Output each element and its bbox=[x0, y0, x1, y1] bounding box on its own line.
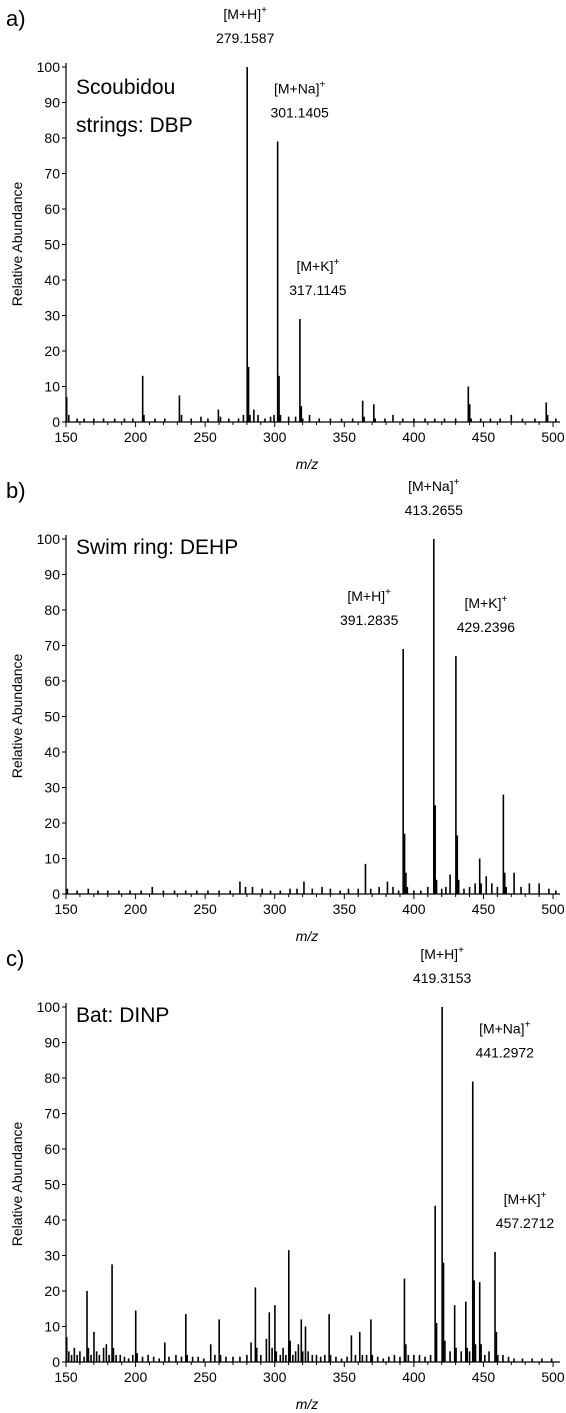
y-tick-label: 0 bbox=[52, 1354, 60, 1370]
x-tick-label: 450 bbox=[472, 901, 496, 917]
y-tick-label: 10 bbox=[44, 851, 60, 867]
x-tick-label: 500 bbox=[541, 429, 565, 445]
x-axis-title: m/z bbox=[296, 456, 319, 472]
peak-annotation-mz: 391.2835 bbox=[340, 612, 399, 628]
x-tick-label: 300 bbox=[263, 901, 287, 917]
y-tick-label: 40 bbox=[44, 1212, 60, 1228]
y-tick-label: 100 bbox=[37, 59, 61, 75]
peak-annotation-ion: [M+K]+ bbox=[465, 594, 508, 611]
peak-annotation-ion: [M+K]+ bbox=[297, 257, 340, 274]
y-tick-label: 0 bbox=[52, 414, 60, 430]
peak-annotation-mz: 441.2972 bbox=[476, 1045, 535, 1061]
y-tick-label: 50 bbox=[44, 237, 60, 253]
sample-label-line-1: Bat: DINP bbox=[76, 1004, 169, 1027]
y-tick-label: 80 bbox=[44, 602, 60, 618]
x-tick-label: 250 bbox=[193, 901, 217, 917]
x-tick-label: 500 bbox=[541, 1369, 565, 1385]
peak-annotation-ion: [M+Na]+ bbox=[479, 1020, 531, 1037]
peak-annotation-ion: [M+Na]+ bbox=[408, 477, 460, 494]
y-tick-label: 20 bbox=[44, 343, 60, 359]
panel-label: b) bbox=[6, 478, 26, 503]
annotation-layer: [M+H]+ 279.1587 [M+Na]+ 301.1405 [M+K]+ 317.1… bbox=[216, 5, 347, 298]
y-tick-label: 30 bbox=[44, 1248, 60, 1264]
y-tick-label: 70 bbox=[44, 638, 60, 654]
annotation-layer: [M+Na]+ 413.2655 [M+H]+ 391.2835 [M+K]+ 429.2… bbox=[340, 477, 515, 635]
y-tick-label: 10 bbox=[44, 1319, 60, 1335]
x-tick-label: 200 bbox=[124, 901, 148, 917]
x-tick-label: 150 bbox=[54, 901, 78, 917]
x-tick-label: 350 bbox=[333, 1369, 357, 1385]
x-tick-label: 250 bbox=[193, 1369, 217, 1385]
sample-label-line-1: Swim ring: DEHP bbox=[76, 536, 238, 559]
x-tick-label: 500 bbox=[541, 901, 565, 917]
x-tick-label: 450 bbox=[472, 1369, 496, 1385]
y-tick-label: 100 bbox=[37, 531, 61, 547]
spectrum-panel-a: a) Scoubidou strings: DBP Relative Abund… bbox=[6, 5, 565, 472]
x-axis-title: m/z bbox=[296, 1396, 319, 1412]
panel-label: c) bbox=[6, 946, 24, 971]
x-tick-label: 300 bbox=[263, 1369, 287, 1385]
peak-annotation-mz: 413.2655 bbox=[405, 502, 464, 518]
y-tick-label: 50 bbox=[44, 1177, 60, 1193]
x-tick-label: 400 bbox=[402, 429, 426, 445]
y-tick-label: 20 bbox=[44, 815, 60, 831]
y-tick-label: 80 bbox=[44, 1070, 60, 1086]
peak-annotation-ion: [M+Na]+ bbox=[274, 80, 326, 97]
spectrum-panel-c: c) Bat: DINP Relative Abundance m/z [M+H… bbox=[6, 945, 565, 1412]
peak-annotation-ion: [M+K]+ bbox=[504, 1190, 547, 1207]
y-tick-label: 60 bbox=[44, 1141, 60, 1157]
y-tick-label: 80 bbox=[44, 130, 60, 146]
peak-annotation-mz: 419.3153 bbox=[413, 970, 472, 986]
y-tick-label: 60 bbox=[44, 673, 60, 689]
y-tick-label: 40 bbox=[44, 272, 60, 288]
y-tick-label: 70 bbox=[44, 1106, 60, 1122]
x-axis-title: m/z bbox=[296, 928, 319, 944]
x-tick-label: 150 bbox=[54, 429, 78, 445]
x-tick-label: 400 bbox=[402, 901, 426, 917]
y-tick-label: 70 bbox=[44, 166, 60, 182]
annotation-layer: [M+H]+ 419.3153 [M+Na]+ 441.2972 [M+K]+ 457.2… bbox=[413, 945, 554, 1231]
y-tick-label: 20 bbox=[44, 1283, 60, 1299]
x-tick-label: 200 bbox=[124, 429, 148, 445]
x-tick-label: 200 bbox=[124, 1369, 148, 1385]
y-tick-label: 50 bbox=[44, 709, 60, 725]
x-tick-label: 150 bbox=[54, 1369, 78, 1385]
y-tick-label: 90 bbox=[44, 95, 60, 111]
peak-annotation-ion: [M+H]+ bbox=[223, 5, 267, 22]
x-tick-label: 450 bbox=[472, 429, 496, 445]
peak-annotation-mz: 429.2396 bbox=[457, 619, 516, 635]
y-tick-label: 0 bbox=[52, 886, 60, 902]
peak-annotation-mz: 301.1405 bbox=[270, 105, 329, 121]
peak-annotation-ion: [M+H]+ bbox=[420, 945, 464, 962]
x-tick-label: 400 bbox=[402, 1369, 426, 1385]
x-tick-label: 350 bbox=[333, 429, 357, 445]
y-axis-title: Relative Abundance bbox=[9, 182, 25, 307]
x-tick-label: 300 bbox=[263, 429, 287, 445]
y-axis-title: Relative Abundance bbox=[9, 654, 25, 779]
sample-label-line-2: strings: DBP bbox=[76, 114, 193, 137]
panel-label: a) bbox=[6, 6, 26, 31]
x-tick-label: 250 bbox=[193, 429, 217, 445]
y-tick-label: 90 bbox=[44, 1035, 60, 1051]
peak-annotation-mz: 457.2712 bbox=[496, 1215, 555, 1231]
peak-annotation-mz: 279.1587 bbox=[216, 30, 275, 46]
peak-annotation-mz: 317.1145 bbox=[289, 282, 347, 298]
y-tick-label: 30 bbox=[44, 780, 60, 796]
y-axis-title: Relative Abundance bbox=[9, 1122, 25, 1247]
spectrum-panel-b: b) Swim ring: DEHP Relative Abundance m/… bbox=[6, 477, 565, 944]
y-tick-label: 100 bbox=[37, 999, 61, 1015]
y-tick-label: 90 bbox=[44, 567, 60, 583]
y-tick-label: 60 bbox=[44, 201, 60, 217]
y-tick-label: 10 bbox=[44, 379, 60, 395]
x-tick-label: 350 bbox=[333, 901, 357, 917]
y-tick-label: 40 bbox=[44, 744, 60, 760]
peak-annotation-ion: [M+H]+ bbox=[347, 587, 391, 604]
y-tick-label: 30 bbox=[44, 308, 60, 324]
sample-label-line-1: Scoubidou bbox=[76, 76, 175, 99]
